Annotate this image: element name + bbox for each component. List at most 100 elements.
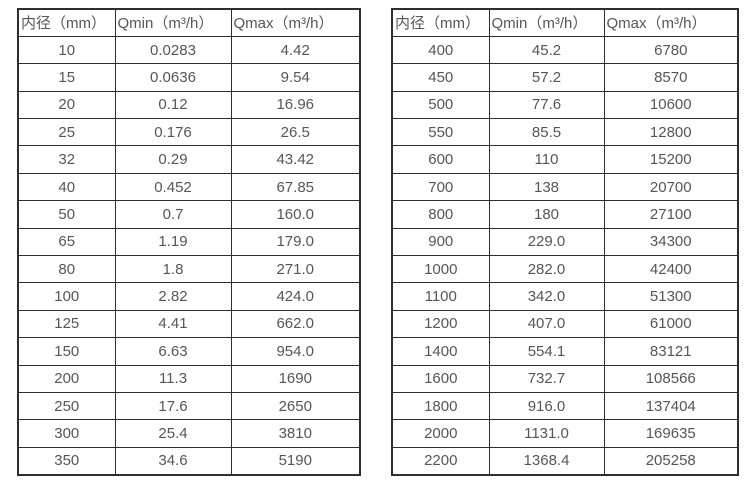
table-cell: 80 <box>17 255 116 284</box>
table-cell: 0.0283 <box>114 35 232 65</box>
table-cell: 43.42 <box>230 145 361 174</box>
table-cell: 300 <box>17 419 116 448</box>
header-qmin: Qmin（m³/h） <box>488 8 605 37</box>
table-cell: 9.54 <box>230 63 361 92</box>
table-cell: 65 <box>17 227 116 257</box>
table-row: 350 34.6 5190 <box>17 446 361 476</box>
table-cell: 11.3 <box>114 364 232 393</box>
table-cell: 15200 <box>603 145 739 174</box>
table-cell: 26.5 <box>230 118 361 147</box>
table-cell: 180 <box>488 200 605 229</box>
table-cell: 25 <box>17 118 116 147</box>
header-qmax: Qmax（m³/h） <box>230 8 361 37</box>
flow-table-large-diameters: 内径（mm） Qmin（m³/h） Qmax（m³/h） 400 45.2 6780… <box>391 8 739 476</box>
table-cell: 1000 <box>391 255 490 284</box>
table-cell: 662.0 <box>230 309 361 339</box>
table-row: 65 1.19 179.0 <box>17 227 361 257</box>
flow-table-small-diameters: 内径（mm） Qmin（m³/h） Qmax（m³/h） 10 0.0283 4.4… <box>17 8 361 476</box>
table-cell: 1368.4 <box>488 446 605 476</box>
table-cell: 1600 <box>391 364 490 393</box>
table-cell: 0.176 <box>114 118 232 147</box>
table-row: 50 0.7 160.0 <box>17 200 361 229</box>
table-cell: 1100 <box>391 282 490 311</box>
table-cell: 0.29 <box>114 145 232 174</box>
table-cell: 200 <box>17 364 116 393</box>
table-cell: 500 <box>391 90 490 120</box>
table-row: 125 4.41 662.0 <box>17 309 361 339</box>
table-cell: 6.63 <box>114 337 232 366</box>
table-cell: 2650 <box>230 391 361 421</box>
table-cell: 179.0 <box>230 227 361 257</box>
table-cell: 4.41 <box>114 309 232 339</box>
header-qmax: Qmax（m³/h） <box>603 8 739 37</box>
table-cell: 350 <box>17 446 116 476</box>
table-cell: 2200 <box>391 446 490 476</box>
table-cell: 0.452 <box>114 172 232 202</box>
table-cell: 10 <box>17 35 116 65</box>
table-cell: 2.82 <box>114 282 232 311</box>
table-header-row: 内径（mm） Qmin（m³/h） Qmax（m³/h） <box>391 8 739 37</box>
table-cell: 1800 <box>391 391 490 421</box>
table-cell: 27100 <box>603 200 739 229</box>
table-row: 1800 916.0 137404 <box>391 391 739 421</box>
table-cell: 424.0 <box>230 282 361 311</box>
table-cell: 50 <box>17 200 116 229</box>
table-cell: 51300 <box>603 282 739 311</box>
table-cell: 6780 <box>603 35 739 65</box>
table-cell: 17.6 <box>114 391 232 421</box>
table-row: 40 0.452 67.85 <box>17 172 361 202</box>
table-row: 80 1.8 271.0 <box>17 255 361 284</box>
table-row: 300 25.4 3810 <box>17 419 361 448</box>
table-row: 2200 1368.4 205258 <box>391 446 739 476</box>
table-row: 450 57.2 8570 <box>391 63 739 92</box>
table-row: 2000 1131.0 169635 <box>391 419 739 448</box>
header-qmin: Qmin（m³/h） <box>114 8 232 37</box>
table-row: 250 17.6 2650 <box>17 391 361 421</box>
table-cell: 34300 <box>603 227 739 257</box>
table-cell: 450 <box>391 63 490 92</box>
table-cell: 205258 <box>603 446 739 476</box>
table-cell: 8570 <box>603 63 739 92</box>
table-row: 1100 342.0 51300 <box>391 282 739 311</box>
table-cell: 800 <box>391 200 490 229</box>
table-cell: 1200 <box>391 309 490 339</box>
table-header-row: 内径（mm） Qmin（m³/h） Qmax（m³/h） <box>17 8 361 37</box>
table-cell: 57.2 <box>488 63 605 92</box>
table-row: 32 0.29 43.42 <box>17 145 361 174</box>
table-cell: 1690 <box>230 364 361 393</box>
table-row: 10 0.0283 4.42 <box>17 35 361 65</box>
table-row: 1000 282.0 42400 <box>391 255 739 284</box>
table-cell: 67.85 <box>230 172 361 202</box>
table-row: 800 180 27100 <box>391 200 739 229</box>
table-cell: 2000 <box>391 419 490 448</box>
table-row: 550 85.5 12800 <box>391 118 739 147</box>
table-row: 400 45.2 6780 <box>391 35 739 65</box>
table-cell: 34.6 <box>114 446 232 476</box>
table-cell: 1131.0 <box>488 419 605 448</box>
table-cell: 10600 <box>603 90 739 120</box>
table-cell: 110 <box>488 145 605 174</box>
table-cell: 550 <box>391 118 490 147</box>
table-row: 1600 732.7 108566 <box>391 364 739 393</box>
table-row: 1400 554.1 83121 <box>391 337 739 366</box>
table-cell: 25.4 <box>114 419 232 448</box>
table-cell: 954.0 <box>230 337 361 366</box>
table-cell: 3810 <box>230 419 361 448</box>
table-cell: 15 <box>17 63 116 92</box>
table-row: 900 229.0 34300 <box>391 227 739 257</box>
table-cell: 600 <box>391 145 490 174</box>
table-row: 100 2.82 424.0 <box>17 282 361 311</box>
table-cell: 160.0 <box>230 200 361 229</box>
table-cell: 916.0 <box>488 391 605 421</box>
table-cell: 900 <box>391 227 490 257</box>
table-row: 700 138 20700 <box>391 172 739 202</box>
table-cell: 32 <box>17 145 116 174</box>
table-cell: 77.6 <box>488 90 605 120</box>
table-cell: 250 <box>17 391 116 421</box>
table-cell: 20 <box>17 90 116 120</box>
table-cell: 5190 <box>230 446 361 476</box>
table-cell: 0.12 <box>114 90 232 120</box>
table-row: 20 0.12 16.96 <box>17 90 361 120</box>
table-cell: 1400 <box>391 337 490 366</box>
